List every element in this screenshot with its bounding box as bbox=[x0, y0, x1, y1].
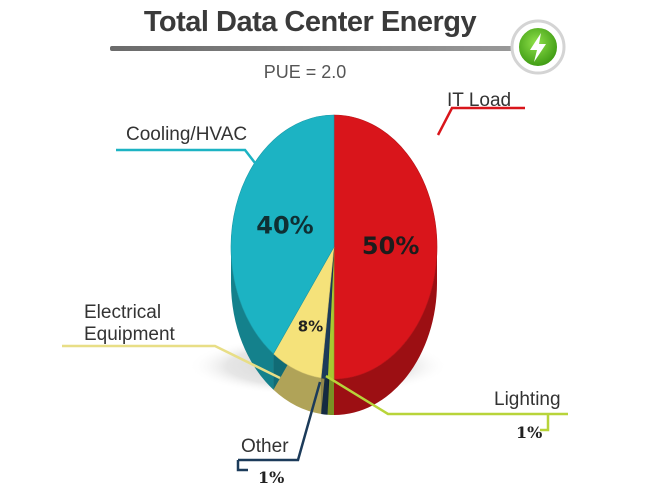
slice-label-electrical: Electrical Equipment bbox=[84, 302, 175, 345]
lightning-bolt-icon bbox=[510, 19, 566, 75]
leader-other bbox=[238, 381, 322, 462]
slice-label-it-load: IT Load bbox=[447, 90, 512, 111]
slice-value-lighting: 1% bbox=[516, 423, 543, 442]
leader-cooling bbox=[116, 148, 263, 173]
pie-side-lighting bbox=[327, 378, 334, 415]
slice-value-it-load: 50% bbox=[362, 232, 419, 260]
slice-label-cooling: Cooling/HVAC bbox=[126, 124, 248, 145]
pie-side-it-load bbox=[334, 247, 437, 415]
leader-other-tick bbox=[236, 460, 248, 472]
slice-value-other: 1% bbox=[258, 468, 285, 487]
leader-lighting-tick bbox=[540, 414, 550, 432]
leader-lighting bbox=[325, 374, 568, 416]
slice-value-electrical: 8% bbox=[298, 318, 323, 336]
header-underline bbox=[110, 46, 530, 51]
chart-title: Total Data Center Energy bbox=[143, 6, 477, 38]
slice-value-cooling: 40% bbox=[256, 212, 313, 240]
pie-slice-cooling-hvac bbox=[230, 114, 335, 355]
leader-electrical bbox=[62, 344, 281, 380]
pie-slices: 50% 8% 40% bbox=[230, 114, 438, 415]
pie-side-electrical-equipment bbox=[273, 353, 322, 414]
chart-subtitle: PUE = 2.0 bbox=[263, 62, 347, 82]
pie-side-cooling-hvac bbox=[231, 247, 274, 390]
leader-it-load bbox=[436, 106, 525, 136]
slice-label-lighting: Lighting bbox=[494, 389, 561, 410]
leader-lines bbox=[62, 106, 568, 472]
slice-label-other: Other bbox=[241, 436, 289, 457]
pie-slice-it-load bbox=[333, 114, 438, 380]
